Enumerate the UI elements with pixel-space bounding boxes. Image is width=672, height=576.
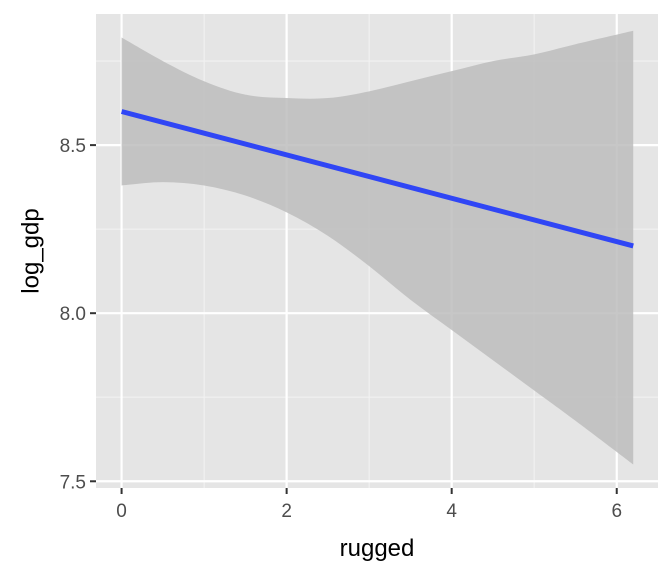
y-axis-title: log_gdp [17,208,44,293]
confidence-band [121,30,634,465]
x-tick-label: 6 [611,501,622,522]
x-tick-label: 4 [446,501,457,522]
y-tick-label: 8.5 [60,136,86,157]
series-lines [120,109,634,249]
x-tick-label: 0 [116,501,127,522]
series-line-0 [120,109,634,249]
x-axis-ticks: 0 2 4 6 [116,488,622,522]
y-tick-label: 7.5 [60,472,86,493]
x-axis-title: rugged [340,535,415,562]
y-tick-label: 8.0 [60,304,86,325]
y-axis-ticks: 7.5 8.0 8.5 [60,136,96,493]
x-tick-label: 2 [281,501,292,522]
